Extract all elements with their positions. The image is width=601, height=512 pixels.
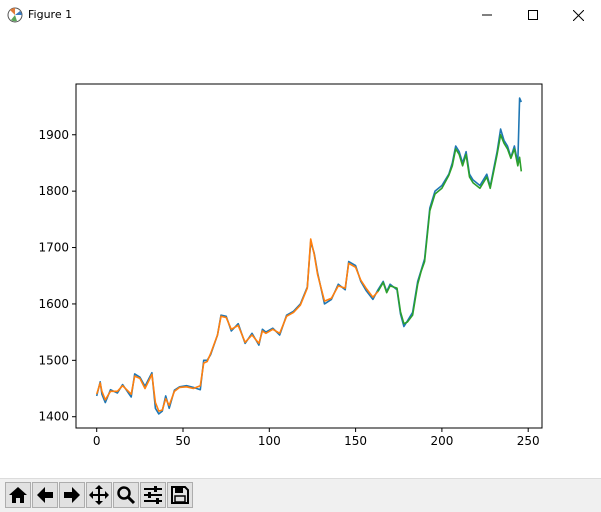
series-lines (95, 97, 523, 415)
window-titlebar: Figure 1 (0, 0, 601, 31)
home-icon (9, 487, 27, 503)
x-tick-label: 0 (93, 434, 101, 448)
figure-canvas[interactable]: 0 50 100 150 200 250 1400 1500 1600 1700 1800 1900 (0, 30, 601, 478)
pan-button[interactable] (86, 482, 112, 508)
y-tick-label: 1400 (38, 410, 69, 424)
x-tick-label: 150 (344, 434, 367, 448)
series-line-2 (95, 238, 379, 412)
close-button[interactable] (555, 0, 601, 30)
x-tick-label: 100 (258, 434, 281, 448)
forward-button[interactable] (59, 482, 85, 508)
window-title: Figure 1 (28, 8, 73, 21)
x-tick-label: 200 (430, 434, 453, 448)
zoom-button[interactable] (113, 482, 139, 508)
axes-frame (75, 83, 543, 429)
arrow-left-icon (37, 487, 53, 503)
minimize-icon (482, 14, 492, 16)
move-icon (89, 485, 109, 505)
x-tick-label: 50 (175, 434, 190, 448)
x-tick-label: 250 (517, 434, 540, 448)
home-button[interactable] (5, 482, 31, 508)
y-tick-label: 1800 (38, 184, 69, 198)
arrow-right-icon (64, 487, 80, 503)
back-button[interactable] (32, 482, 58, 508)
maximize-icon (528, 10, 538, 20)
y-tick-label: 1700 (38, 241, 69, 255)
y-tick-label: 1900 (38, 128, 69, 142)
y-tick-label: 1600 (38, 297, 69, 311)
configure-subplots-button[interactable] (140, 482, 166, 508)
navigation-toolbar (0, 478, 601, 512)
matplotlib-app-icon (7, 7, 23, 23)
magnifier-icon (117, 486, 136, 505)
save-button[interactable] (167, 482, 193, 508)
series-line-3 (377, 134, 523, 325)
sliders-icon (144, 486, 162, 504)
floppy-disk-icon (171, 486, 189, 504)
maximize-button[interactable] (510, 0, 556, 30)
minimize-button[interactable] (464, 0, 510, 30)
axis-ticks: 0 50 100 150 200 250 1400 1500 1600 1700 1800 1900 (38, 128, 539, 448)
line-chart: 0 50 100 150 200 250 1400 1500 1600 1700 1800 1900 (38, 83, 543, 448)
close-icon (572, 9, 584, 21)
y-tick-label: 1500 (38, 353, 69, 367)
